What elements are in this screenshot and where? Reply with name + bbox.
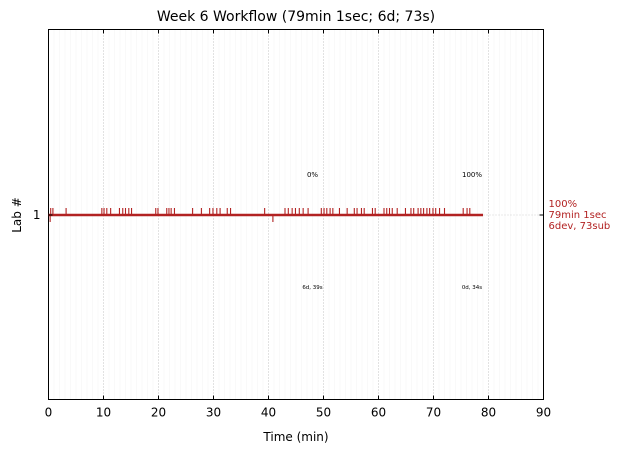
x-tick-label: 70 <box>426 406 441 420</box>
right-summary-label: 6dev, 73sub <box>549 221 611 232</box>
right-summary-label: 79min 1sec <box>549 210 607 221</box>
x-tick-label: 10 <box>96 406 111 420</box>
chart-title: Week 6 Workflow (79min 1sec; 6d; 73s) <box>157 9 435 25</box>
y-tick-label: 1 <box>33 208 41 222</box>
annotation-percent: 0% <box>307 171 318 179</box>
x-tick-label: 90 <box>536 406 551 420</box>
x-tick-label: 0 <box>45 406 53 420</box>
y-axis-label: Lab # <box>10 197 24 233</box>
x-tick-label: 60 <box>371 406 386 420</box>
x-tick-label: 40 <box>261 406 276 420</box>
x-tick-label: 80 <box>481 406 496 420</box>
annotation-percent: 100% <box>462 171 482 179</box>
x-tick-label: 30 <box>206 406 221 420</box>
annotation-time: 0d, 34s <box>462 285 482 291</box>
x-tick-label: 50 <box>316 406 331 420</box>
axes: 0 10 20 30 40 50 60 70 80 90 1 <box>33 29 551 420</box>
annotation-time: 6d, 39s <box>302 285 322 291</box>
right-summary-label: 100% <box>549 199 578 210</box>
x-tick-label: 20 <box>151 406 166 420</box>
x-axis-label: Time (min) <box>262 430 328 444</box>
